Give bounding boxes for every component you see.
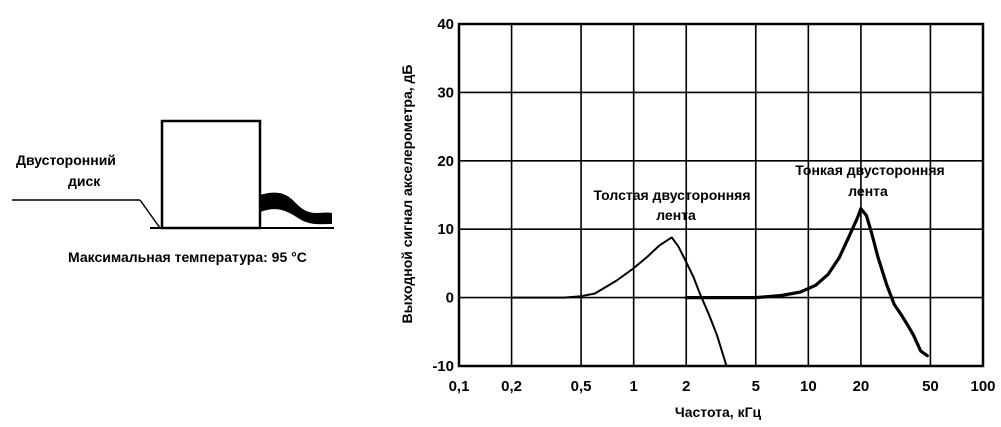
disc-label-line1: Двусторонний — [16, 152, 116, 168]
x-tick-label: 5 — [752, 378, 760, 395]
y-tick-label: 0 — [446, 290, 454, 307]
x-tick-label: 0,5 — [571, 378, 592, 395]
annotation-thin-tape-line1: Тонкая двусторонняя — [795, 162, 944, 178]
y-tick-label: 20 — [437, 153, 454, 170]
tape-bundle — [260, 192, 332, 225]
x-tick-label: 2 — [682, 378, 690, 395]
chart: 0,1 0,2 0,5 1 2 5 10 20 50 100 -10 0 10 20 30 40 Толст… — [399, 16, 996, 420]
x-tick-label: 0,2 — [501, 378, 522, 395]
disc-lead-slope — [139, 199, 161, 229]
x-tick-label: 0,1 — [449, 378, 470, 395]
y-tick-label: 30 — [437, 84, 454, 101]
schematic: Двусторонний диск Максимальная температу… — [12, 119, 334, 265]
annotation-thin-tape-line2: лента — [848, 183, 888, 199]
x-tick-label: 20 — [853, 378, 870, 395]
annotation-thick-tape-line1: Толстая двусторонняя — [593, 187, 750, 203]
y-tick-labels: -10 0 10 20 30 40 — [432, 16, 454, 375]
annotation-thick-tape-line2: лента — [656, 207, 696, 223]
disc-label-line2: диск — [68, 173, 101, 189]
x-tick-labels: 0,1 0,2 0,5 1 2 5 10 20 50 100 — [449, 378, 996, 395]
max-temperature-caption: Максимальная температура: 95 °C — [68, 249, 307, 265]
test-block — [160, 119, 262, 230]
y-axis-label: Выходной сигнал акселерометра, дБ — [399, 65, 415, 324]
y-tick-label: -10 — [432, 358, 454, 375]
series-lines — [510, 207, 929, 367]
x-tick-label: 50 — [922, 378, 939, 395]
x-tick-label: 1 — [629, 378, 637, 395]
y-tick-label: 40 — [437, 16, 454, 33]
series-line-2 — [684, 207, 929, 358]
x-tick-label: 100 — [970, 378, 995, 395]
x-axis-label: Частота, кГц — [675, 404, 762, 420]
series-line-1 — [510, 236, 728, 367]
y-tick-label: 10 — [437, 221, 454, 238]
x-tick-label: 10 — [800, 378, 817, 395]
plot-frame — [457, 22, 985, 368]
